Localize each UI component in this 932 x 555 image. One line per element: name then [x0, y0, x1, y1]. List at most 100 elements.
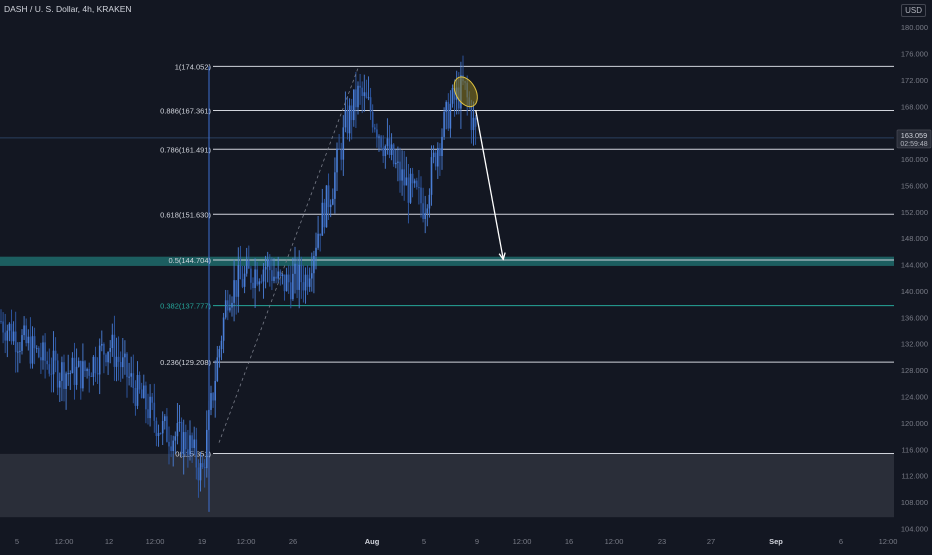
- candle: [281, 273, 284, 285]
- fib-label-1: 1(174.052): [175, 62, 212, 71]
- candle: [399, 147, 401, 193]
- candle: [134, 380, 137, 416]
- price-tick-label: 148.000: [901, 234, 928, 243]
- candle: [128, 362, 130, 386]
- candle: [437, 142, 439, 179]
- candle: [374, 123, 376, 133]
- candle: [439, 143, 441, 176]
- candle: [2, 312, 4, 344]
- candle: [182, 419, 185, 475]
- candle: [193, 426, 195, 456]
- candle: [153, 383, 156, 433]
- candle: [233, 259, 235, 322]
- candle: [344, 91, 347, 133]
- candle: [392, 143, 395, 167]
- time-tick-label: 16: [565, 537, 573, 546]
- candle: [285, 267, 288, 292]
- candle: [69, 370, 72, 390]
- price-tick-label: 156.000: [901, 181, 928, 190]
- price-tick-label: 112.000: [901, 472, 928, 481]
- candle: [317, 215, 319, 250]
- candle: [159, 432, 162, 435]
- candle: [23, 316, 25, 341]
- candle: [71, 352, 74, 374]
- fib-trend-line[interactable]: [218, 66, 360, 443]
- candle: [445, 100, 447, 130]
- currency-badge[interactable]: USD: [901, 4, 926, 17]
- candle: [224, 289, 227, 320]
- candle: [136, 361, 139, 410]
- time-tick-label: 12:00: [879, 537, 898, 546]
- price-tick-label: 128.000: [901, 366, 928, 375]
- candle: [313, 250, 315, 294]
- candle: [59, 372, 61, 403]
- candle: [407, 164, 410, 224]
- candle: [214, 360, 216, 418]
- candle: [161, 411, 164, 446]
- candle: [50, 357, 53, 393]
- candle: [239, 245, 242, 280]
- candle: [405, 156, 408, 186]
- candle: [21, 329, 23, 355]
- price-tick-label: 104.000: [901, 524, 928, 533]
- price-axis[interactable]: 104.000 108.000 112.000 116.000 120.000 124.0…: [894, 0, 932, 550]
- candle: [94, 346, 97, 382]
- candle: [124, 340, 126, 375]
- price-tick-label: 168.000: [901, 102, 928, 111]
- candle: [250, 265, 252, 290]
- candle: [359, 73, 361, 105]
- candle: [14, 311, 17, 373]
- candle: [327, 173, 330, 220]
- candle: [185, 424, 187, 457]
- current-price-box[interactable]: [896, 129, 932, 149]
- symbol-title[interactable]: DASH / U. S. Dollar, 4h, KRAKEN: [4, 4, 132, 14]
- support-zone-teal[interactable]: [0, 256, 894, 266]
- candle: [443, 107, 445, 140]
- price-tick-label: 180.000: [901, 23, 928, 32]
- candle: [306, 265, 309, 295]
- candle: [67, 354, 69, 386]
- candle: [266, 251, 269, 283]
- candle: [40, 342, 42, 374]
- candle: [201, 454, 204, 469]
- candle: [122, 337, 124, 379]
- candle: [96, 357, 99, 384]
- highlight-ellipse[interactable]: [449, 73, 482, 111]
- time-tick-label: Aug: [365, 537, 380, 546]
- candle: [145, 381, 147, 424]
- candle: [17, 342, 19, 373]
- time-tick-label: 27: [707, 537, 715, 546]
- fib-label-0.382: 0.382(137.777): [160, 302, 211, 311]
- time-tick-label: 12:00: [237, 537, 256, 546]
- candle: [390, 133, 393, 161]
- candle: [101, 330, 103, 352]
- price-tick-label: 172.000: [901, 76, 928, 85]
- candle: [325, 185, 328, 228]
- demand-zone-grey[interactable]: [0, 453, 894, 518]
- candle: [38, 346, 40, 359]
- candle: [195, 427, 198, 480]
- candle: [44, 333, 46, 379]
- candle: [357, 81, 359, 115]
- candle: [88, 362, 90, 393]
- candle: [86, 367, 88, 379]
- drawings-layer[interactable]: [208, 66, 506, 512]
- candle: [434, 150, 437, 171]
- candle: [82, 343, 84, 392]
- candle: [283, 274, 286, 301]
- projection-arrow-line[interactable]: [475, 110, 504, 260]
- candle: [380, 134, 382, 152]
- candle: [52, 331, 55, 393]
- time-tick-label: 12:00: [605, 537, 624, 546]
- candle: [254, 258, 256, 308]
- candle: [258, 278, 261, 292]
- time-axis[interactable]: 5 12:00 12 12:00 19 12:00 26 Aug 5 9 12:00 16 12:00 2…: [15, 537, 897, 546]
- candle: [388, 125, 391, 159]
- candle: [25, 318, 27, 347]
- candle: [256, 262, 258, 287]
- candle: [220, 335, 223, 361]
- candle: [340, 142, 342, 171]
- candle: [212, 391, 214, 408]
